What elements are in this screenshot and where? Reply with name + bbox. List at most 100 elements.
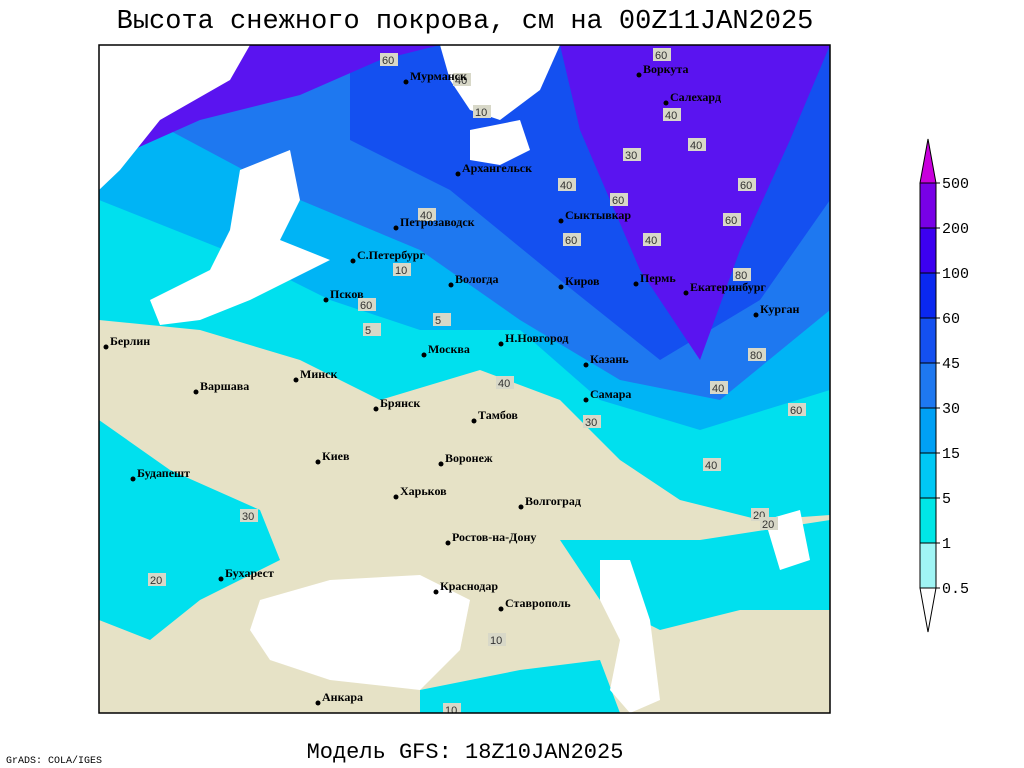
colorbar-low xyxy=(919,587,937,633)
contour-label: 60 xyxy=(655,50,667,62)
contour-label-bg xyxy=(643,233,661,246)
city-dot xyxy=(445,540,451,546)
city-label: Бухарест xyxy=(225,566,274,580)
contour-label: 30 xyxy=(242,511,254,523)
contour-label-bg xyxy=(748,348,766,361)
city-label: Берлин xyxy=(110,334,150,348)
contour-label: 40 xyxy=(712,383,724,395)
credit: GrADS: COLA/IGES xyxy=(6,755,102,767)
contour-label-bg xyxy=(393,263,411,276)
city-label: Киров xyxy=(565,274,600,288)
contour-label: 60 xyxy=(565,235,577,247)
contour-label: 40 xyxy=(498,378,510,390)
city-label: Казань xyxy=(590,352,629,366)
contour-label: 20 xyxy=(150,575,162,587)
city-label: Самара xyxy=(590,387,631,401)
colorbar-label: 100 xyxy=(942,266,969,283)
city-dot xyxy=(373,406,379,412)
city-label: Пермь xyxy=(640,271,676,285)
contour-label: 60 xyxy=(382,55,394,67)
colorbar-high xyxy=(919,138,937,184)
contour-label: 60 xyxy=(612,195,624,207)
contour-label: 40 xyxy=(455,75,467,87)
city-dot xyxy=(558,218,564,224)
contour-label: 60 xyxy=(360,300,372,312)
city-label: Екатеринбург xyxy=(690,280,766,294)
city-dot xyxy=(518,504,524,510)
city-dot xyxy=(403,79,409,85)
city-dot xyxy=(498,606,504,612)
city-label: Псков xyxy=(330,287,364,301)
colorbar-label: 1 xyxy=(942,536,951,553)
colorbar-label: 15 xyxy=(942,446,960,463)
map: 60 40 60 40 60 40 30 40 60 40 40 60 80 60 60 80 40 60 40 30… xyxy=(99,45,830,717)
contour-label-bg xyxy=(473,105,491,118)
contour-label: 80 xyxy=(735,270,747,282)
city-dot xyxy=(455,171,461,177)
contour-label-bg xyxy=(623,148,641,161)
contour-label-bg xyxy=(723,213,741,226)
colorbar-label: 60 xyxy=(942,311,960,328)
contour-label-bg xyxy=(583,415,601,428)
contour-label: 30 xyxy=(625,150,637,162)
contour-label: 60 xyxy=(790,405,802,417)
contour-label-bg xyxy=(380,53,398,66)
contour-label-bg xyxy=(240,509,258,522)
city-label: Мурманск xyxy=(410,69,467,83)
city-label: Салехард xyxy=(670,90,721,104)
contour-label-bg xyxy=(148,573,166,586)
city-label: Волгоград xyxy=(525,494,581,508)
city-dot xyxy=(393,494,399,500)
contour-label: 20 xyxy=(762,519,774,531)
colorbar-label: 500 xyxy=(942,176,969,193)
city-label: Киев xyxy=(322,449,350,463)
city-dot xyxy=(753,312,759,318)
city-dot xyxy=(421,352,427,358)
contour-label: 40 xyxy=(560,180,572,192)
city-label: Москва xyxy=(428,342,470,356)
contour-label: 10 xyxy=(445,705,457,717)
city-dot xyxy=(433,589,439,595)
contour-label: 30 xyxy=(585,417,597,429)
colorbar-segment xyxy=(919,182,937,229)
colorbar-segment xyxy=(919,362,937,409)
city-label: Воронеж xyxy=(445,451,493,465)
contour-label-bg xyxy=(453,73,471,86)
contour-label-bg xyxy=(688,138,706,151)
contour-label: 40 xyxy=(690,140,702,152)
city-dot xyxy=(558,284,564,290)
city-dot xyxy=(583,397,589,403)
colorbar-segment xyxy=(919,452,937,499)
colorbar-segment xyxy=(919,542,937,589)
contour-label: 60 xyxy=(740,180,752,192)
city-label: Тамбов xyxy=(478,408,518,422)
colorbar-label: 30 xyxy=(942,401,960,418)
colorbar-segment xyxy=(919,317,937,364)
city-label: Будапешт xyxy=(137,466,190,480)
contour-label-bg xyxy=(733,268,751,281)
contour-label-bg xyxy=(418,208,436,221)
contour-label-bg xyxy=(488,633,506,646)
contour-label-bg xyxy=(710,381,728,394)
city-label: Ставрополь xyxy=(505,596,571,610)
city-dot xyxy=(636,72,642,78)
contour-label: 40 xyxy=(705,460,717,472)
contour-label-bg xyxy=(496,376,514,389)
colorbar-label: 0.5 xyxy=(942,581,969,598)
city-dot xyxy=(323,297,329,303)
contour-label-bg xyxy=(703,458,721,471)
city-label: Краснодар xyxy=(440,579,498,593)
contour-label: 60 xyxy=(725,215,737,227)
city-dot xyxy=(583,362,589,368)
map-frame xyxy=(98,44,831,714)
contour-label: 10 xyxy=(395,265,407,277)
city-dot xyxy=(193,389,199,395)
model-note: Модель GFS: 18Z10JAN2025 xyxy=(307,740,624,765)
contour-label-bg xyxy=(363,323,381,336)
city-label: Н.Новгород xyxy=(505,331,568,345)
city-label: Курган xyxy=(760,302,800,316)
city-label: Брянск xyxy=(380,396,420,410)
contour-label: 10 xyxy=(475,107,487,119)
contour-label: 80 xyxy=(750,350,762,362)
city-label: Вологда xyxy=(455,272,499,286)
